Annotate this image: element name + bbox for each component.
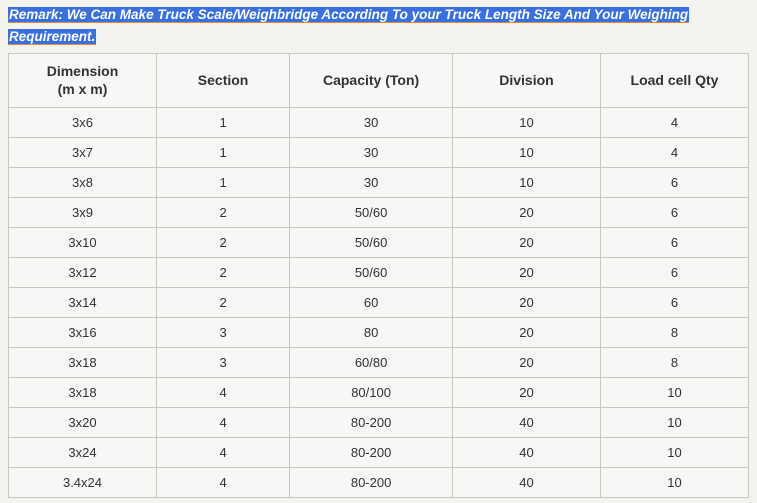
cell-dimension: 3x7 (9, 137, 157, 167)
header-capacity: Capacity (Ton) (290, 54, 453, 107)
cell-loadcell: 10 (600, 437, 748, 467)
table-row: 3x18360/80208 (9, 347, 749, 377)
table-row: 3.4x24480-2004010 (9, 467, 749, 497)
cell-capacity: 30 (290, 137, 453, 167)
table-row: 3x8130106 (9, 167, 749, 197)
remark-line-1: Remark: We Can Make Truck Scale/Weighbri… (8, 7, 689, 23)
cell-section: 2 (157, 197, 290, 227)
table-row: 3x12250/60206 (9, 257, 749, 287)
cell-loadcell: 6 (600, 287, 748, 317)
cell-dimension: 3x18 (9, 347, 157, 377)
cell-section: 4 (157, 377, 290, 407)
cell-capacity: 30 (290, 167, 453, 197)
cell-dimension: 3x18 (9, 377, 157, 407)
cell-loadcell: 4 (600, 137, 748, 167)
cell-section: 1 (157, 107, 290, 137)
cell-capacity: 80-200 (290, 407, 453, 437)
cell-dimension: 3x9 (9, 197, 157, 227)
cell-loadcell: 8 (600, 347, 748, 377)
table-row: 3x10250/60206 (9, 227, 749, 257)
cell-section: 4 (157, 407, 290, 437)
cell-capacity: 60 (290, 287, 453, 317)
cell-dimension: 3x20 (9, 407, 157, 437)
table-row: 3x6130104 (9, 107, 749, 137)
cell-dimension: 3x16 (9, 317, 157, 347)
header-division: Division (452, 54, 600, 107)
header-dimension-l2: (m x m) (58, 81, 108, 97)
cell-section: 3 (157, 317, 290, 347)
cell-section: 4 (157, 437, 290, 467)
table-row: 3x9250/60206 (9, 197, 749, 227)
cell-capacity: 50/60 (290, 227, 453, 257)
remark-block: Remark: We Can Make Truck Scale/Weighbri… (8, 4, 749, 47)
cell-dimension: 3x24 (9, 437, 157, 467)
cell-capacity: 30 (290, 107, 453, 137)
cell-section: 1 (157, 167, 290, 197)
cell-division: 20 (452, 347, 600, 377)
cell-loadcell: 8 (600, 317, 748, 347)
remark-text-1: We Can Make Truck Scale/Weighbridge Acco… (67, 7, 688, 22)
cell-division: 20 (452, 227, 600, 257)
cell-loadcell: 6 (600, 257, 748, 287)
cell-capacity: 50/60 (290, 197, 453, 227)
cell-division: 10 (452, 107, 600, 137)
cell-section: 4 (157, 467, 290, 497)
cell-loadcell: 6 (600, 227, 748, 257)
cell-section: 3 (157, 347, 290, 377)
table-row: 3x14260206 (9, 287, 749, 317)
cell-division: 20 (452, 287, 600, 317)
cell-loadcell: 6 (600, 167, 748, 197)
cell-division: 10 (452, 137, 600, 167)
header-dimension-l1: Dimension (47, 63, 119, 79)
remark-label: Remark: (9, 7, 63, 22)
cell-loadcell: 10 (600, 407, 748, 437)
cell-loadcell: 10 (600, 467, 748, 497)
cell-loadcell: 6 (600, 197, 748, 227)
cell-dimension: 3x14 (9, 287, 157, 317)
cell-division: 20 (452, 197, 600, 227)
spec-table: Dimension (m x m) Section Capacity (Ton)… (8, 53, 749, 497)
cell-dimension: 3x10 (9, 227, 157, 257)
header-dimension: Dimension (m x m) (9, 54, 157, 107)
cell-loadcell: 10 (600, 377, 748, 407)
table-body: 3x61301043x71301043x81301063x9250/602063… (9, 107, 749, 497)
cell-dimension: 3.4x24 (9, 467, 157, 497)
table-row: 3x24480-2004010 (9, 437, 749, 467)
cell-capacity: 80-200 (290, 437, 453, 467)
cell-capacity: 80 (290, 317, 453, 347)
header-loadcell: Load cell Qty (600, 54, 748, 107)
cell-capacity: 60/80 (290, 347, 453, 377)
cell-section: 2 (157, 227, 290, 257)
table-header-row: Dimension (m x m) Section Capacity (Ton)… (9, 54, 749, 107)
cell-division: 40 (452, 407, 600, 437)
cell-capacity: 80/100 (290, 377, 453, 407)
remark-line-2: Requirement. (8, 29, 96, 45)
cell-section: 2 (157, 287, 290, 317)
table-row: 3x20480-2004010 (9, 407, 749, 437)
cell-division: 40 (452, 437, 600, 467)
cell-capacity: 80-200 (290, 467, 453, 497)
table-row: 3x16380208 (9, 317, 749, 347)
cell-division: 20 (452, 377, 600, 407)
cell-dimension: 3x8 (9, 167, 157, 197)
table-row: 3x18480/1002010 (9, 377, 749, 407)
cell-division: 20 (452, 317, 600, 347)
cell-loadcell: 4 (600, 107, 748, 137)
cell-division: 20 (452, 257, 600, 287)
cell-capacity: 50/60 (290, 257, 453, 287)
cell-division: 40 (452, 467, 600, 497)
cell-division: 10 (452, 167, 600, 197)
cell-section: 1 (157, 137, 290, 167)
table-row: 3x7130104 (9, 137, 749, 167)
cell-dimension: 3x12 (9, 257, 157, 287)
cell-dimension: 3x6 (9, 107, 157, 137)
header-section: Section (157, 54, 290, 107)
cell-section: 2 (157, 257, 290, 287)
